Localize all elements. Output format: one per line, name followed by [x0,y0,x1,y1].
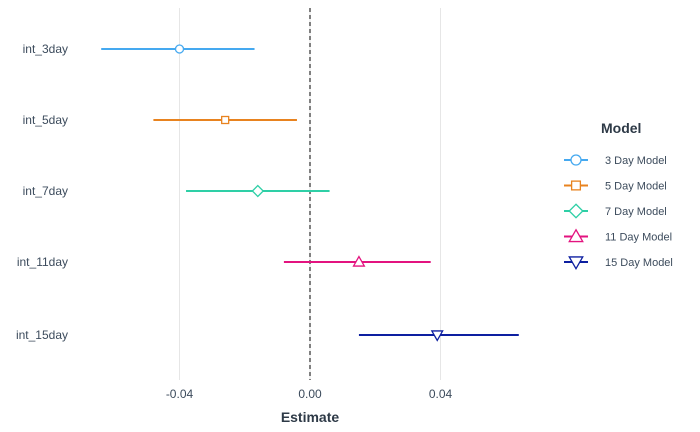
x-tick-label: 0.04 [429,387,453,401]
y-tick-label: int_15day [16,328,68,342]
y-tick-label: int_3day [23,42,68,56]
y-tick-label: int_11day [17,255,68,269]
legend-items: 3 Day Model 5 Day Model 7 Day Model 11 Day … [564,154,673,271]
legend-title: Model [601,120,641,136]
legend-item-label: 7 Day Model [605,206,667,218]
point-estimate [430,330,444,342]
legend-key-marker [570,154,582,166]
legend-item-label: 11 Day Model [605,232,672,244]
point-estimate [174,44,185,54]
plot-marks [101,44,519,342]
y-axis-labels: int_3day int_5day int_7day int_11day int_15d… [16,42,68,342]
x-tick-label: -0.04 [166,387,194,401]
legend-key-marker [568,228,584,243]
legend: Model 3 Day Model 5 Day Model 7 Day Model 1… [564,120,673,271]
legend-item-label: 5 Day Model [605,181,667,193]
legend-key-marker [570,180,582,191]
legend-key-marker [568,256,584,271]
x-tick-label: 0.00 [298,387,322,401]
x-axis-tick-labels: -0.04 0.00 0.04 [166,387,453,401]
y-tick-label: int_7day [23,184,68,198]
point-estimate [221,115,230,125]
point-estimate [352,255,366,267]
legend-item-label: 15 Day Model [605,257,673,269]
legend-key-marker [568,203,584,219]
x-axis-title: Estimate [281,409,340,425]
point-estimate [251,184,265,198]
y-tick-label: int_5day [23,113,68,127]
legend-item-label: 3 Day Model [605,155,667,167]
